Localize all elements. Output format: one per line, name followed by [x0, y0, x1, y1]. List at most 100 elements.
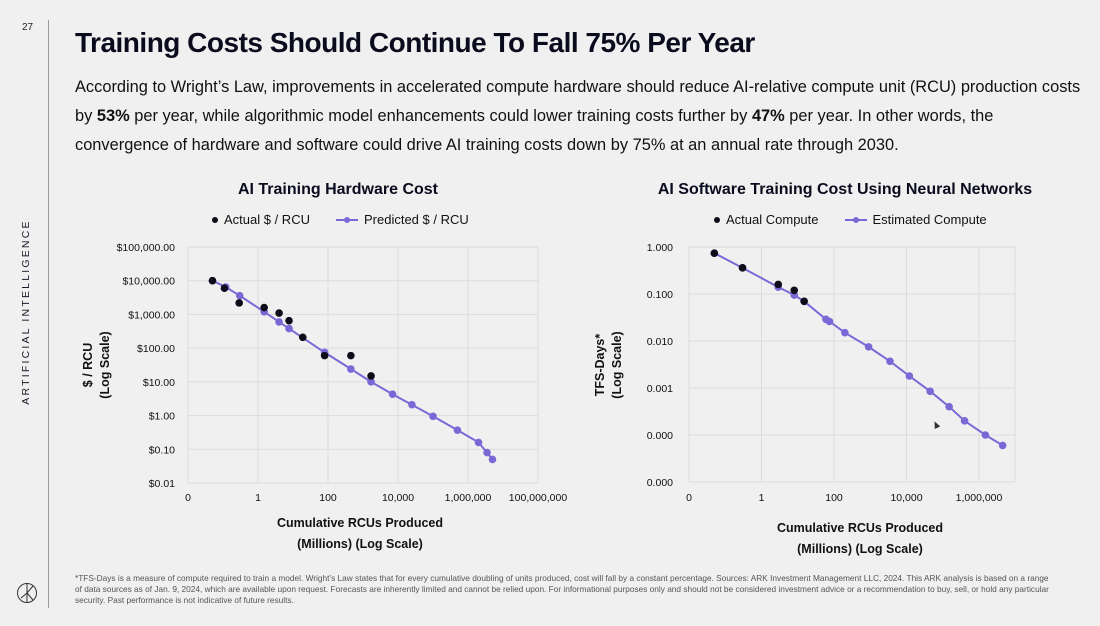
predicted-point	[235, 291, 244, 300]
y-axis-title: $ / RCU	[81, 343, 95, 387]
y-axis-title: TFS-Days*	[593, 334, 607, 397]
predicted-point	[367, 378, 375, 386]
actual-point	[320, 351, 329, 360]
actual-point	[220, 284, 229, 292]
intro-text-1: According to Wright’s Law, improvements …	[75, 78, 1081, 125]
y-tick-label: $100.00	[137, 343, 175, 355]
actual-point	[235, 299, 243, 307]
actual-point	[260, 303, 268, 312]
predicted-point	[474, 438, 483, 447]
predicted-point	[998, 441, 1007, 450]
y-tick-label: $1,000.00	[128, 309, 175, 321]
predicted-point	[429, 412, 437, 421]
x-axis-title: (Millions) (Log Scale)	[797, 542, 923, 556]
y-tick-label: 0.100	[647, 289, 673, 301]
y-tick-label: $0.10	[149, 444, 175, 456]
actual-point	[285, 316, 293, 325]
footnote: *TFS-Days is a measure of compute requir…	[75, 573, 1049, 605]
intro-text-3: per year. In other words, the convergenc…	[75, 107, 994, 154]
actual-point	[738, 264, 747, 272]
predicted-point	[945, 402, 953, 411]
y-tick-label: 0.000	[647, 477, 673, 489]
page-number: 27	[22, 22, 34, 33]
legend-line-marker-icon	[844, 216, 867, 223]
actual-point	[367, 372, 375, 380]
legend-label: Actual $ / RCU	[224, 212, 310, 227]
actual-point	[710, 249, 719, 257]
vertical-divider	[48, 20, 49, 608]
x-tick-label: 1,000,000	[956, 492, 1003, 504]
predicted-series-line	[713, 252, 1004, 447]
x-tick-label: 100	[319, 492, 337, 504]
predicted-point	[347, 365, 355, 373]
predicted-point	[841, 328, 849, 337]
ark-logo-icon	[17, 583, 37, 603]
x-tick-label: 10,000	[890, 492, 922, 504]
predicted-point	[886, 357, 894, 366]
actual-point	[800, 297, 808, 306]
page-title: Training Costs Should Continue To Fall 7…	[75, 27, 755, 58]
actual-point	[275, 309, 283, 317]
predicted-point	[388, 390, 397, 399]
predicted-point	[285, 324, 293, 333]
y-tick-label: 0.001	[647, 383, 673, 395]
x-axis-title: Cumulative RCUs Produced	[277, 516, 443, 530]
y-axis-title: (Log Scale)	[98, 331, 112, 398]
x-tick-label: 1	[759, 492, 765, 504]
legend-item-actual: Actual Compute	[714, 212, 819, 227]
x-axis-title: Cumulative RCUs Produced	[777, 521, 943, 535]
hardware-chart-title: AI Training Hardware Cost	[237, 181, 439, 198]
predicted-point	[905, 372, 914, 380]
legend-item-predicted: Predicted $ / RCU	[335, 212, 469, 227]
predicted-point	[981, 431, 990, 439]
y-tick-label: $0.01	[149, 478, 175, 490]
y-tick-label: 0.000	[647, 430, 673, 442]
y-tick-label: 0.010	[647, 336, 673, 348]
legend-label: Predicted $ / RCU	[363, 212, 469, 227]
predicted-point	[926, 387, 934, 396]
y-axis-title: (Log Scale)	[610, 331, 624, 398]
predicted-point	[488, 455, 497, 464]
legend-dot-icon	[212, 216, 218, 223]
y-tick-label: $10.00	[143, 377, 175, 389]
x-tick-label: 0	[185, 492, 191, 504]
x-tick-label: 10,000	[382, 492, 414, 504]
intro-hardware-rate: 53%	[96, 107, 130, 125]
y-tick-label: $100,000.00	[117, 242, 176, 254]
x-tick-label: 100	[825, 492, 843, 504]
legend-label: Estimated Compute	[872, 212, 987, 227]
actual-point	[774, 280, 783, 289]
predicted-point	[825, 317, 834, 326]
predicted-point	[864, 343, 873, 351]
predicted-series-line	[212, 279, 494, 461]
legend-label: Actual Compute	[726, 212, 819, 227]
y-tick-label: $10,000.00	[122, 276, 175, 288]
predicted-point	[275, 318, 283, 326]
legend-dot-icon	[714, 216, 720, 223]
x-tick-label: 0	[686, 492, 692, 504]
x-tick-label: 100,000,000	[509, 492, 568, 504]
x-tick-label: 1,000,000	[445, 492, 492, 504]
software-chart-legend: Actual Compute Estimated Compute	[714, 212, 987, 227]
actual-point	[347, 351, 355, 360]
intro-text-2: per year, while algorithmic model enhanc…	[129, 107, 752, 125]
predicted-point	[408, 400, 416, 409]
legend-item-estimated: Estimated Compute	[844, 212, 987, 227]
actual-point	[790, 286, 799, 295]
intro-paragraph: According to Wright’s Law, improvements …	[75, 73, 1085, 160]
actual-point	[208, 276, 217, 285]
predicted-point	[483, 448, 491, 457]
x-tick-label: 1	[255, 492, 261, 504]
legend-item-actual: Actual $ / RCU	[212, 212, 310, 227]
y-tick-label: $1.00	[149, 411, 175, 423]
predicted-point	[453, 426, 462, 434]
hardware-chart-legend: Actual $ / RCU Predicted $ / RCU	[212, 212, 469, 227]
legend-line-marker-icon	[335, 216, 358, 223]
actual-point	[298, 333, 307, 342]
predicted-point	[960, 417, 969, 425]
x-axis-title: (Millions) (Log Scale)	[297, 537, 423, 551]
y-tick-label: 1.000	[647, 242, 673, 254]
intro-software-rate: 47%	[751, 107, 785, 125]
